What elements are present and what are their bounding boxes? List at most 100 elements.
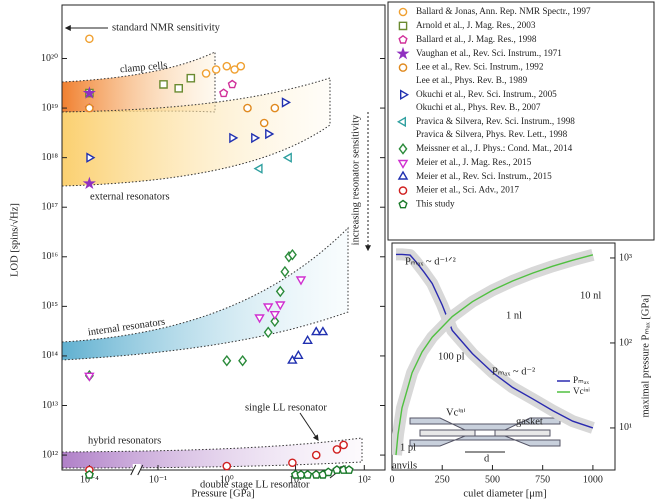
marker [287,354,298,364]
marker [84,372,95,382]
x-tick-label: 10⁻¹ [149,474,167,485]
marker [82,86,96,99]
marker [159,80,168,89]
annotation: d [484,453,490,464]
marker [288,458,297,468]
marker [84,469,94,479]
annotation: 1 pl [400,442,416,453]
marker [186,73,196,83]
pointer [299,412,319,441]
marker [211,65,221,74]
x-tick-label: 750 [535,474,550,485]
marker [281,97,292,108]
marker [270,103,280,113]
y-tick-label: 10²⁰ [41,53,58,64]
marker [251,132,261,144]
marker [263,326,273,339]
legend-label: Lee et al., Phys. Rev. B., 1989 [416,75,528,85]
marker [287,248,297,261]
annotation: hybrid resonators [88,435,161,446]
x-tick-label: 1000 [583,474,603,485]
marker [282,152,292,163]
marker [229,132,239,144]
marker [82,176,96,190]
annotation: 100 pl [438,351,465,362]
cell-schematic [402,410,562,460]
marker [259,118,269,128]
legend-marker [398,63,408,72]
annotation: clamp cells [120,60,168,75]
marker [310,326,322,336]
legend-label: Vcⁱⁿⁱ [573,386,590,396]
marker [85,34,94,44]
legend-label: Ballard & Jonas, Ann. Rep. NMR Spectr., … [416,6,591,16]
hybrid-region [61,437,363,469]
main-frame [61,4,386,471]
annotation: double stage LL resonator [200,479,310,490]
legend-label: Arnold et al., J. Mag. Res., 2003 [416,20,536,30]
annotation: gasket [516,416,543,427]
y-tick-label: 10¹² [42,449,58,460]
x-tick-label: 500 [485,474,500,485]
annotation: anvils [392,460,417,471]
axis-break [132,464,141,476]
legend-marker [396,116,406,128]
legend-label: Ballard et al., J. Mag. Res., 1998 [416,34,537,44]
marker [265,128,275,140]
y-tick-label: 10¹⁶ [42,251,59,262]
marker [236,61,246,71]
inset-y2-axis-label: maximal pressure Pₘₐₓ [GPa] [640,295,651,418]
annotation: external resonators [90,191,170,202]
line [395,254,594,456]
marker [295,276,307,286]
marker [262,303,274,313]
annotation: 1 nl [506,310,522,321]
internal-region [61,226,349,361]
marker [332,445,342,454]
legend-marker [398,21,408,31]
y2-tick-label: 10² [619,337,632,348]
marker [339,440,348,450]
x-tick-label: 250 [435,474,450,485]
annotation: increasing resonator sensitivity [350,114,361,245]
external-region [61,77,331,187]
regions [61,51,363,469]
legend-label: Pₘₐₓ [573,375,589,385]
marker [219,88,229,98]
marker [302,334,313,344]
marker [270,315,280,328]
marker [243,103,252,113]
y2-tick-label: 10¹ [619,422,632,433]
x-tick-label: 10² [358,474,371,485]
legend-marker [397,170,409,180]
marker [201,69,211,78]
y-tick-label: 10¹⁵ [42,301,58,312]
y-tick-label: 10¹⁹ [42,102,59,113]
annotation: 10 nl [580,290,601,301]
legend-label: Pravica & Silvera, Phys. Rev. Lett., 199… [416,129,568,139]
legend-marker [398,34,408,44]
legend-label: Okuchi et al., Phys. Rev. B., 2007 [416,102,541,112]
marker [275,285,285,298]
y-tick-label: 10¹³ [42,400,58,411]
marker [274,301,286,311]
legend-marker [398,7,408,17]
marker [253,163,263,174]
y-tick-label: 10¹⁸ [42,152,59,163]
axis-break-mark [137,464,144,476]
marker [85,103,94,113]
legend-label: Meier et al., Rev. Sci. Instrum., 2015 [416,171,552,181]
x-tick-label: 0 [390,474,395,485]
x-tick-label: 10⁻⁴ [80,474,99,485]
legend-marker [400,89,410,101]
legend-label: Okuchi et al., Rev. Sci. Instrum., 2005 [416,89,557,99]
legend-label: Pravica & Silvera, Rev. Sci. Instrum., 1… [416,116,575,126]
annotation: single LL resonator [245,402,327,413]
annotation: Pₘₐₓ ~ d⁻¹ᐟ² [405,256,456,267]
annotation: Vcⁱⁿⁱ [446,406,465,418]
anvil-top [409,417,561,431]
legend-marker [396,46,410,60]
marker [227,79,237,89]
marker [311,450,321,460]
